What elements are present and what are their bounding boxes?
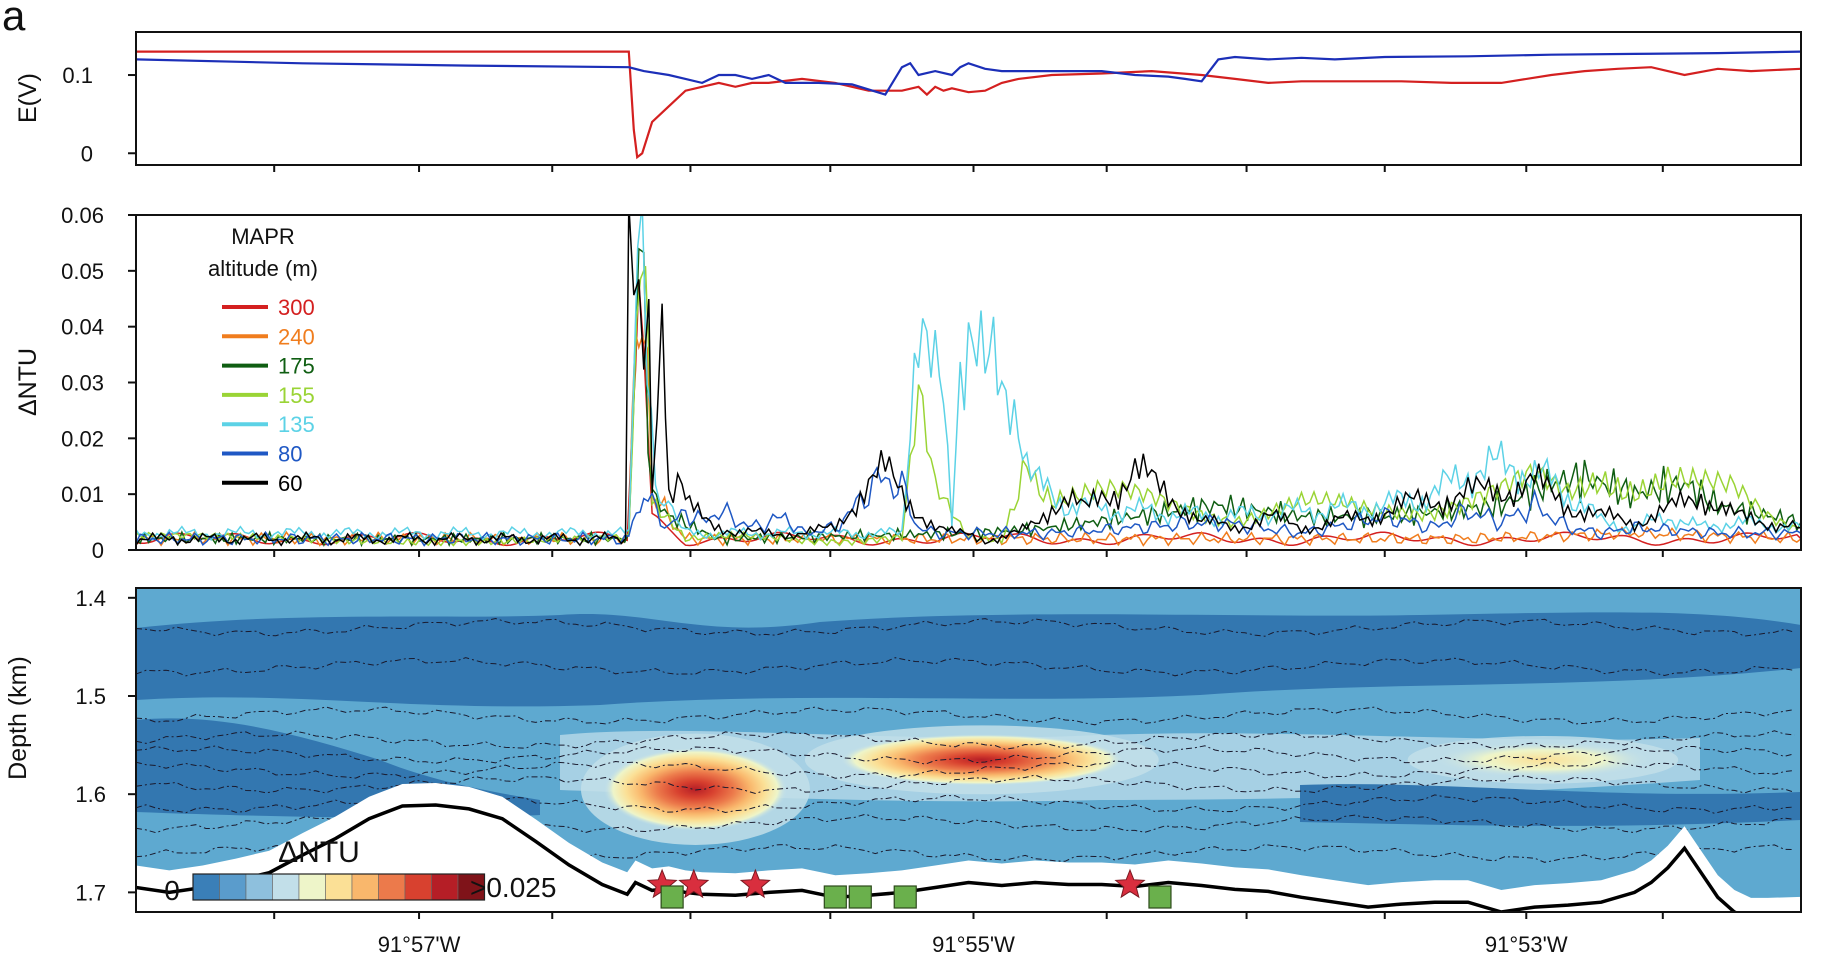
- legend-label-300: 300: [278, 295, 315, 320]
- ntu-y-tick-label: 0.03: [61, 371, 104, 396]
- vent-star-marker-2: [739, 868, 771, 899]
- vent-markers: [646, 868, 1172, 909]
- colorbar-frame: [192, 873, 486, 901]
- depth-y-tick-label: 1.4: [75, 586, 106, 611]
- ev-y-axis: 00.1: [62, 63, 136, 166]
- section-frame: [135, 587, 1802, 913]
- ev-y-tick-label: 0.1: [62, 63, 93, 88]
- colorbar-cell-4: [298, 873, 326, 901]
- ev-ylabel: E(V): [14, 73, 42, 123]
- ntu-legend: MAPR altitude (m) 300 240 175 155 135 80 60: [208, 224, 318, 496]
- contour-line-0: [136, 617, 1795, 637]
- ev-panel: 00.1 E(V): [14, 31, 1802, 172]
- ev-series: [136, 50, 1801, 160]
- section-panel: 1.4 1.5 1.6 1.7 91°57'W 91°55'W 91°53'W Depth…: [4, 586, 1802, 957]
- ntu-y-tick-label: 0.05: [61, 259, 104, 284]
- vent-square-marker-4: [660, 885, 684, 909]
- x-tick-label: 91°53'W: [1485, 932, 1568, 957]
- colorbar-max-label: >0.025: [470, 872, 556, 903]
- ntu-y-tick-label: 0.02: [61, 426, 104, 451]
- legend-label-155: 155: [278, 383, 315, 408]
- vent-square-marker-7: [893, 885, 917, 909]
- section-ylabel: Depth (km): [4, 656, 32, 780]
- legend-title-line2: altitude (m): [208, 256, 318, 281]
- ntu-y-tick-label: 0.01: [61, 482, 104, 507]
- ntu-panel: 0 0.01 0.02 0.03 0.04 0.05 0.06 ΔNTU MAPR alti…: [14, 203, 1802, 563]
- legend-label-80: 80: [278, 442, 302, 467]
- legend-label-175: 175: [278, 354, 315, 379]
- colorbar-cell-2: [245, 873, 273, 901]
- panel-label: a: [2, 0, 26, 39]
- legend-title-line1: MAPR: [231, 224, 295, 249]
- legend-label-240: 240: [278, 324, 315, 349]
- x-tick-label: 91°57'W: [378, 932, 461, 957]
- colorbar-cell-3: [272, 873, 300, 901]
- ntu-series-line-240: [136, 332, 1801, 547]
- vent-square-marker-5: [823, 885, 847, 909]
- hotspot-core-0: [603, 748, 788, 831]
- dark-band-upper: [136, 612, 1801, 707]
- colorbar-cell-0: [192, 873, 220, 901]
- ntu-series-line-135: [136, 215, 1801, 542]
- colorbar-cell-7: [378, 873, 406, 901]
- colorbar-cell-1: [219, 873, 247, 901]
- colorbar-cells: [192, 873, 486, 901]
- contour-line-5: [136, 759, 1795, 779]
- ntu-series-line-80: [136, 466, 1801, 547]
- ev-series-line-0: [136, 50, 1801, 160]
- ntu-series-line-300: [136, 281, 1801, 547]
- colorbar-min-label: 0: [164, 875, 180, 906]
- hotspot-core-1: [840, 734, 1124, 786]
- colorbar-cell-5: [325, 873, 353, 901]
- ntu-series: [136, 215, 1801, 548]
- legend-label-60: 60: [278, 471, 302, 496]
- ntu-frame: [135, 214, 1802, 551]
- colorbar-cell-6: [351, 873, 379, 901]
- x-tick-label: 91°55'W: [932, 932, 1015, 957]
- ntu-series-line-175: [136, 247, 1801, 548]
- seafloor-fill: [136, 783, 1801, 912]
- legend-entries: 300 240 175 155 135 80 60: [222, 295, 315, 496]
- ntu-series-line-155: [136, 265, 1801, 547]
- section-plot: [136, 588, 1801, 912]
- ev-frame: [135, 31, 1802, 166]
- depth-y-tick-label: 1.7: [75, 880, 106, 905]
- depth-y-tick-label: 1.5: [75, 684, 106, 709]
- ntu-y-tick-label: 0: [92, 538, 104, 563]
- contour-line-4: [136, 745, 1795, 765]
- depth-y-tick-label: 1.6: [75, 782, 106, 807]
- dark-band-bottom: [1300, 784, 1801, 826]
- section-x-axis: 91°57'W 91°55'W 91°53'W: [273, 912, 1664, 957]
- ntu-y-tick-label: 0.06: [61, 203, 104, 228]
- colorbar: ΔNTU 0 >0.025: [164, 836, 556, 906]
- vent-star-marker-1: [678, 868, 710, 899]
- ntu-series-line-60: [136, 215, 1801, 547]
- hotspot-core-2: [1434, 742, 1652, 778]
- vent-square-marker-6: [848, 885, 872, 909]
- contour-line-3: [136, 730, 1795, 750]
- seafloor-line: [136, 803, 1739, 912]
- colorbar-cell-9: [431, 873, 459, 901]
- contour-line-2: [136, 706, 1795, 726]
- ntu-y-axis: 0 0.01 0.02 0.03 0.04 0.05 0.06: [61, 203, 136, 563]
- contour-line-6: [136, 774, 1795, 795]
- vent-square-marker-8: [1148, 885, 1172, 909]
- colorbar-cell-8: [404, 873, 432, 901]
- contour-line-1: [136, 657, 1795, 677]
- legend-label-135: 135: [278, 412, 315, 437]
- ev-series-line-1: [136, 50, 1801, 96]
- colorbar-label: ΔNTU: [278, 836, 360, 869]
- ntu-y-tick-label: 0.04: [61, 315, 104, 340]
- section-y-axis: 1.4 1.5 1.6 1.7: [75, 586, 136, 905]
- ntu-ylabel: ΔNTU: [14, 348, 42, 416]
- ev-y-tick-label: 0: [81, 141, 93, 166]
- vent-star-marker-3: [1114, 868, 1146, 899]
